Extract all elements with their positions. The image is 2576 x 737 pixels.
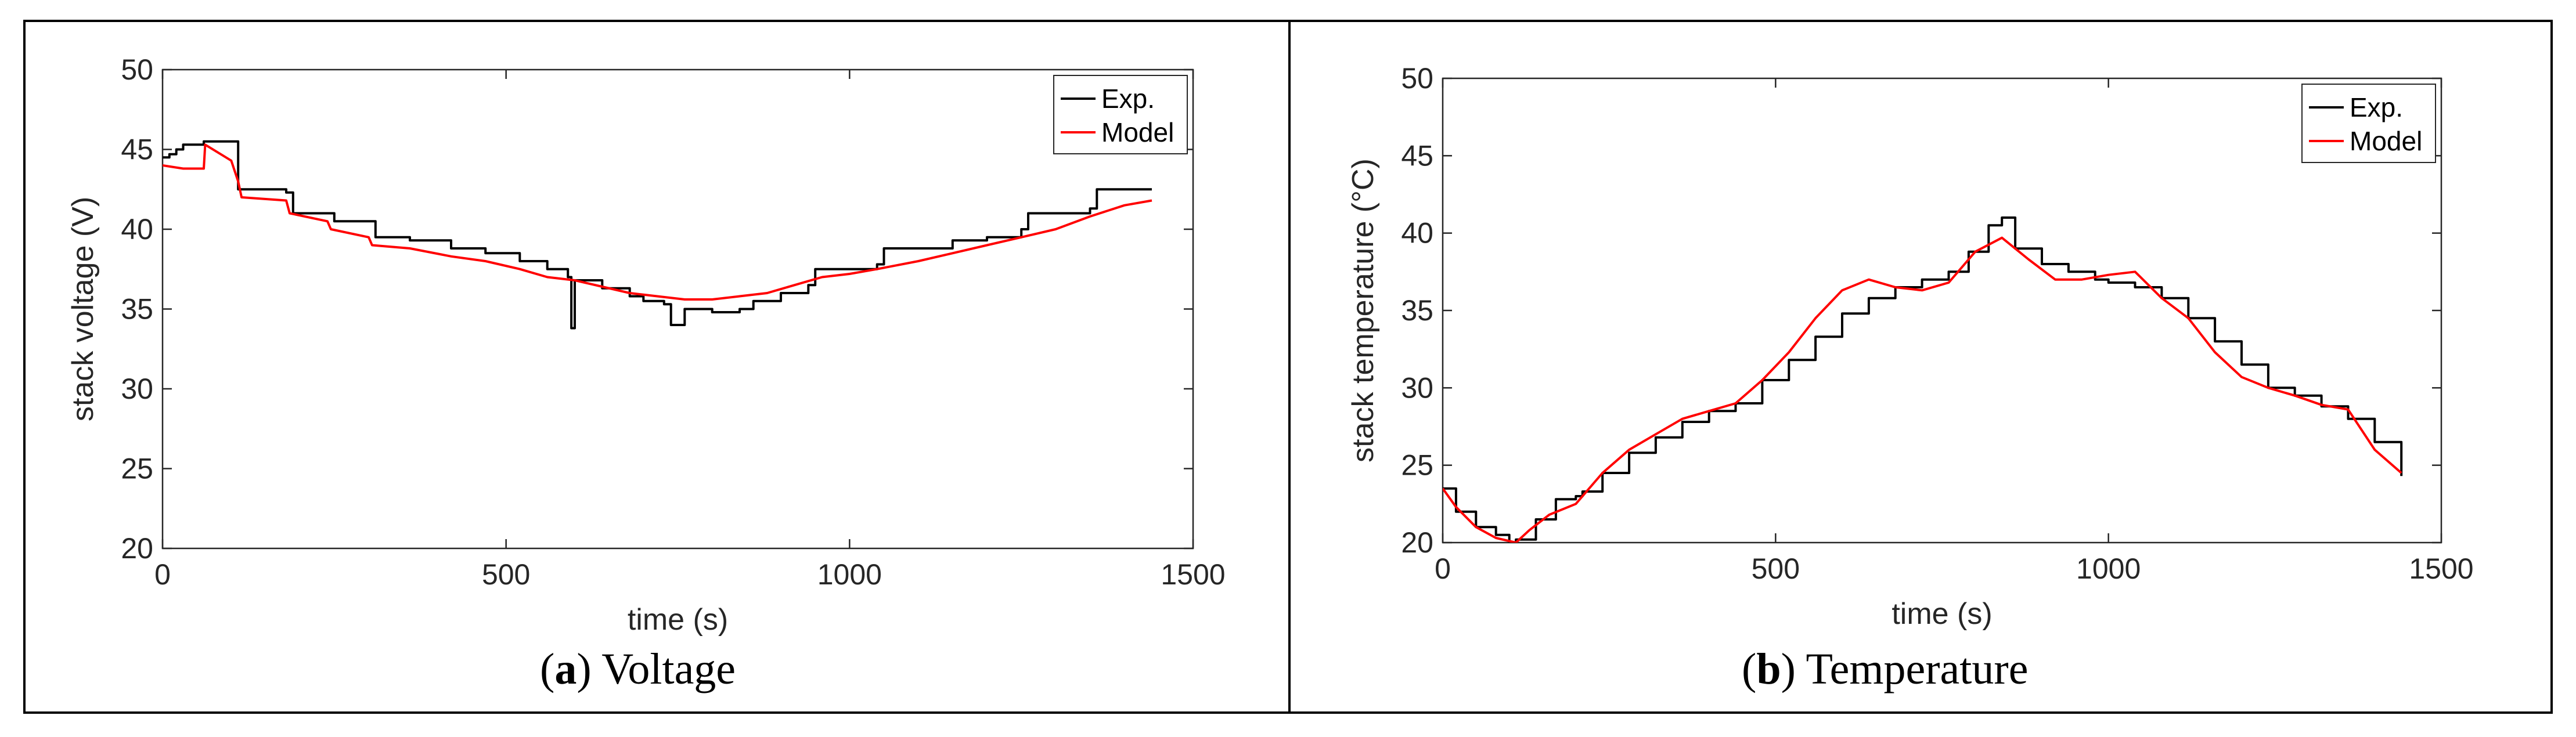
temperature-ylabel: stack temperature (°C) — [1346, 158, 1380, 463]
temperature-legend-label: Exp. — [2350, 92, 2403, 122]
temperature-legend-box — [2301, 84, 2436, 163]
voltage-xtick-label: 1500 — [1161, 558, 1225, 591]
temperature-xlabel: time (s) — [1892, 597, 1992, 631]
temperature-ytick-label: 25 — [1401, 449, 1433, 482]
caption-a: (a) Voltage — [540, 645, 736, 693]
temperature-xtick-label: 0 — [1435, 552, 1451, 585]
voltage-xtick-label: 1000 — [817, 558, 882, 591]
voltage-ytick-label: 40 — [121, 213, 153, 245]
temperature-series-model — [1443, 236, 2402, 543]
caption-b-letter: b — [1756, 645, 1781, 693]
voltage-series-exp — [163, 140, 1152, 330]
voltage-legend-box — [1053, 75, 1188, 154]
temperature-ytick-label: 40 — [1401, 217, 1433, 250]
temperature-xtick-label: 1500 — [2409, 552, 2473, 585]
caption-a-letter: a — [554, 645, 577, 693]
temperature-plot-box — [1442, 77, 2442, 544]
voltage-plot-box — [161, 68, 1194, 550]
voltage-ytick-label: 45 — [121, 133, 153, 166]
voltage-ytick-label: 20 — [121, 532, 153, 565]
voltage-xtick-label: 500 — [482, 558, 530, 591]
voltage-legend-label: Model — [1101, 117, 1174, 147]
caption-a-text: Voltage — [601, 645, 736, 693]
voltage-ytick-label: 35 — [121, 293, 153, 326]
caption-b-text: Temperature — [1806, 645, 2029, 693]
voltage-xtick-label: 0 — [154, 558, 171, 591]
voltage-ytick-label: 25 — [121, 453, 153, 485]
temperature-ytick-label: 50 — [1401, 62, 1433, 95]
voltage-chart: 0 500 1000 1500 20 25 30 35 40 45 50 time (s) stack … — [66, 53, 1226, 637]
voltage-series-model — [163, 143, 1152, 301]
temperature-series-exp — [1443, 216, 2403, 543]
temperature-ytick-label: 35 — [1401, 294, 1433, 327]
figure-frame — [23, 20, 2553, 714]
caption-b: (b) Temperature — [1742, 645, 2029, 693]
voltage-ytick-label: 50 — [121, 53, 153, 86]
voltage-ytick-label: 30 — [121, 373, 153, 405]
voltage-ylabel: stack voltage (V) — [66, 197, 100, 421]
temperature-xtick-label: 1000 — [2076, 552, 2141, 585]
temperature-ytick-label: 20 — [1401, 526, 1433, 559]
voltage-xlabel: time (s) — [628, 603, 728, 637]
temperature-xtick-label: 500 — [1752, 552, 1800, 585]
temperature-ytick-label: 30 — [1401, 371, 1433, 404]
temperature-ytick-label: 45 — [1401, 139, 1433, 172]
temperature-legend-label: Model — [2350, 126, 2422, 156]
voltage-legend-label: Exp. — [1101, 84, 1155, 114]
temperature-chart: 0 500 1000 1500 20 25 30 35 40 45 50 time (s) stack … — [1346, 62, 2474, 631]
panel-divider — [1288, 20, 1291, 714]
